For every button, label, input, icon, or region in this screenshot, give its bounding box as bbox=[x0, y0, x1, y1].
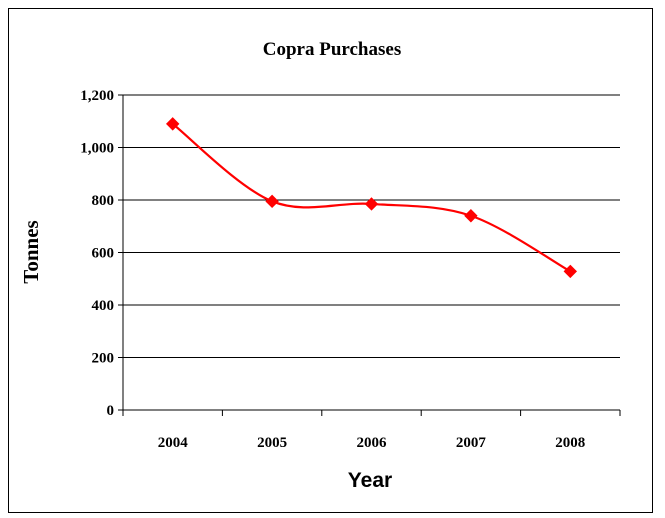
data-point-marker bbox=[364, 197, 379, 211]
series-group bbox=[165, 117, 578, 279]
data-point-marker bbox=[464, 209, 478, 223]
x-axis-label: Year bbox=[348, 469, 392, 492]
y-axis-label: Tonnes bbox=[19, 220, 43, 283]
y-tick-label: 200 bbox=[92, 351, 115, 367]
data-point-marker bbox=[265, 194, 279, 209]
x-tick-label: 2004 bbox=[158, 435, 189, 451]
x-tick-label: 2008 bbox=[555, 435, 585, 451]
x-tick-label: 2007 bbox=[456, 435, 487, 451]
y-tick-label: 1,200 bbox=[80, 88, 114, 104]
y-tick-label: 1,000 bbox=[80, 141, 114, 157]
y-tick-labels: 0 200 400 600 800 1,000 1,200 bbox=[80, 88, 114, 419]
grid-lines bbox=[123, 94, 620, 358]
chart-frame bbox=[8, 8, 653, 513]
x-tick-labels: 2004 2005 2006 2007 2008 bbox=[158, 435, 586, 451]
data-point-marker bbox=[563, 264, 578, 279]
y-tick-label: 800 bbox=[92, 193, 115, 209]
y-tick-label: 0 bbox=[107, 403, 115, 419]
chart-title: Copra Purchases bbox=[263, 39, 401, 60]
data-point-marker bbox=[165, 117, 180, 131]
x-tick-label: 2005 bbox=[257, 435, 287, 451]
y-tick-label: 600 bbox=[92, 246, 115, 262]
axes bbox=[118, 94, 621, 416]
y-tick-label: 400 bbox=[92, 298, 115, 314]
x-tick-label: 2006 bbox=[357, 435, 388, 451]
